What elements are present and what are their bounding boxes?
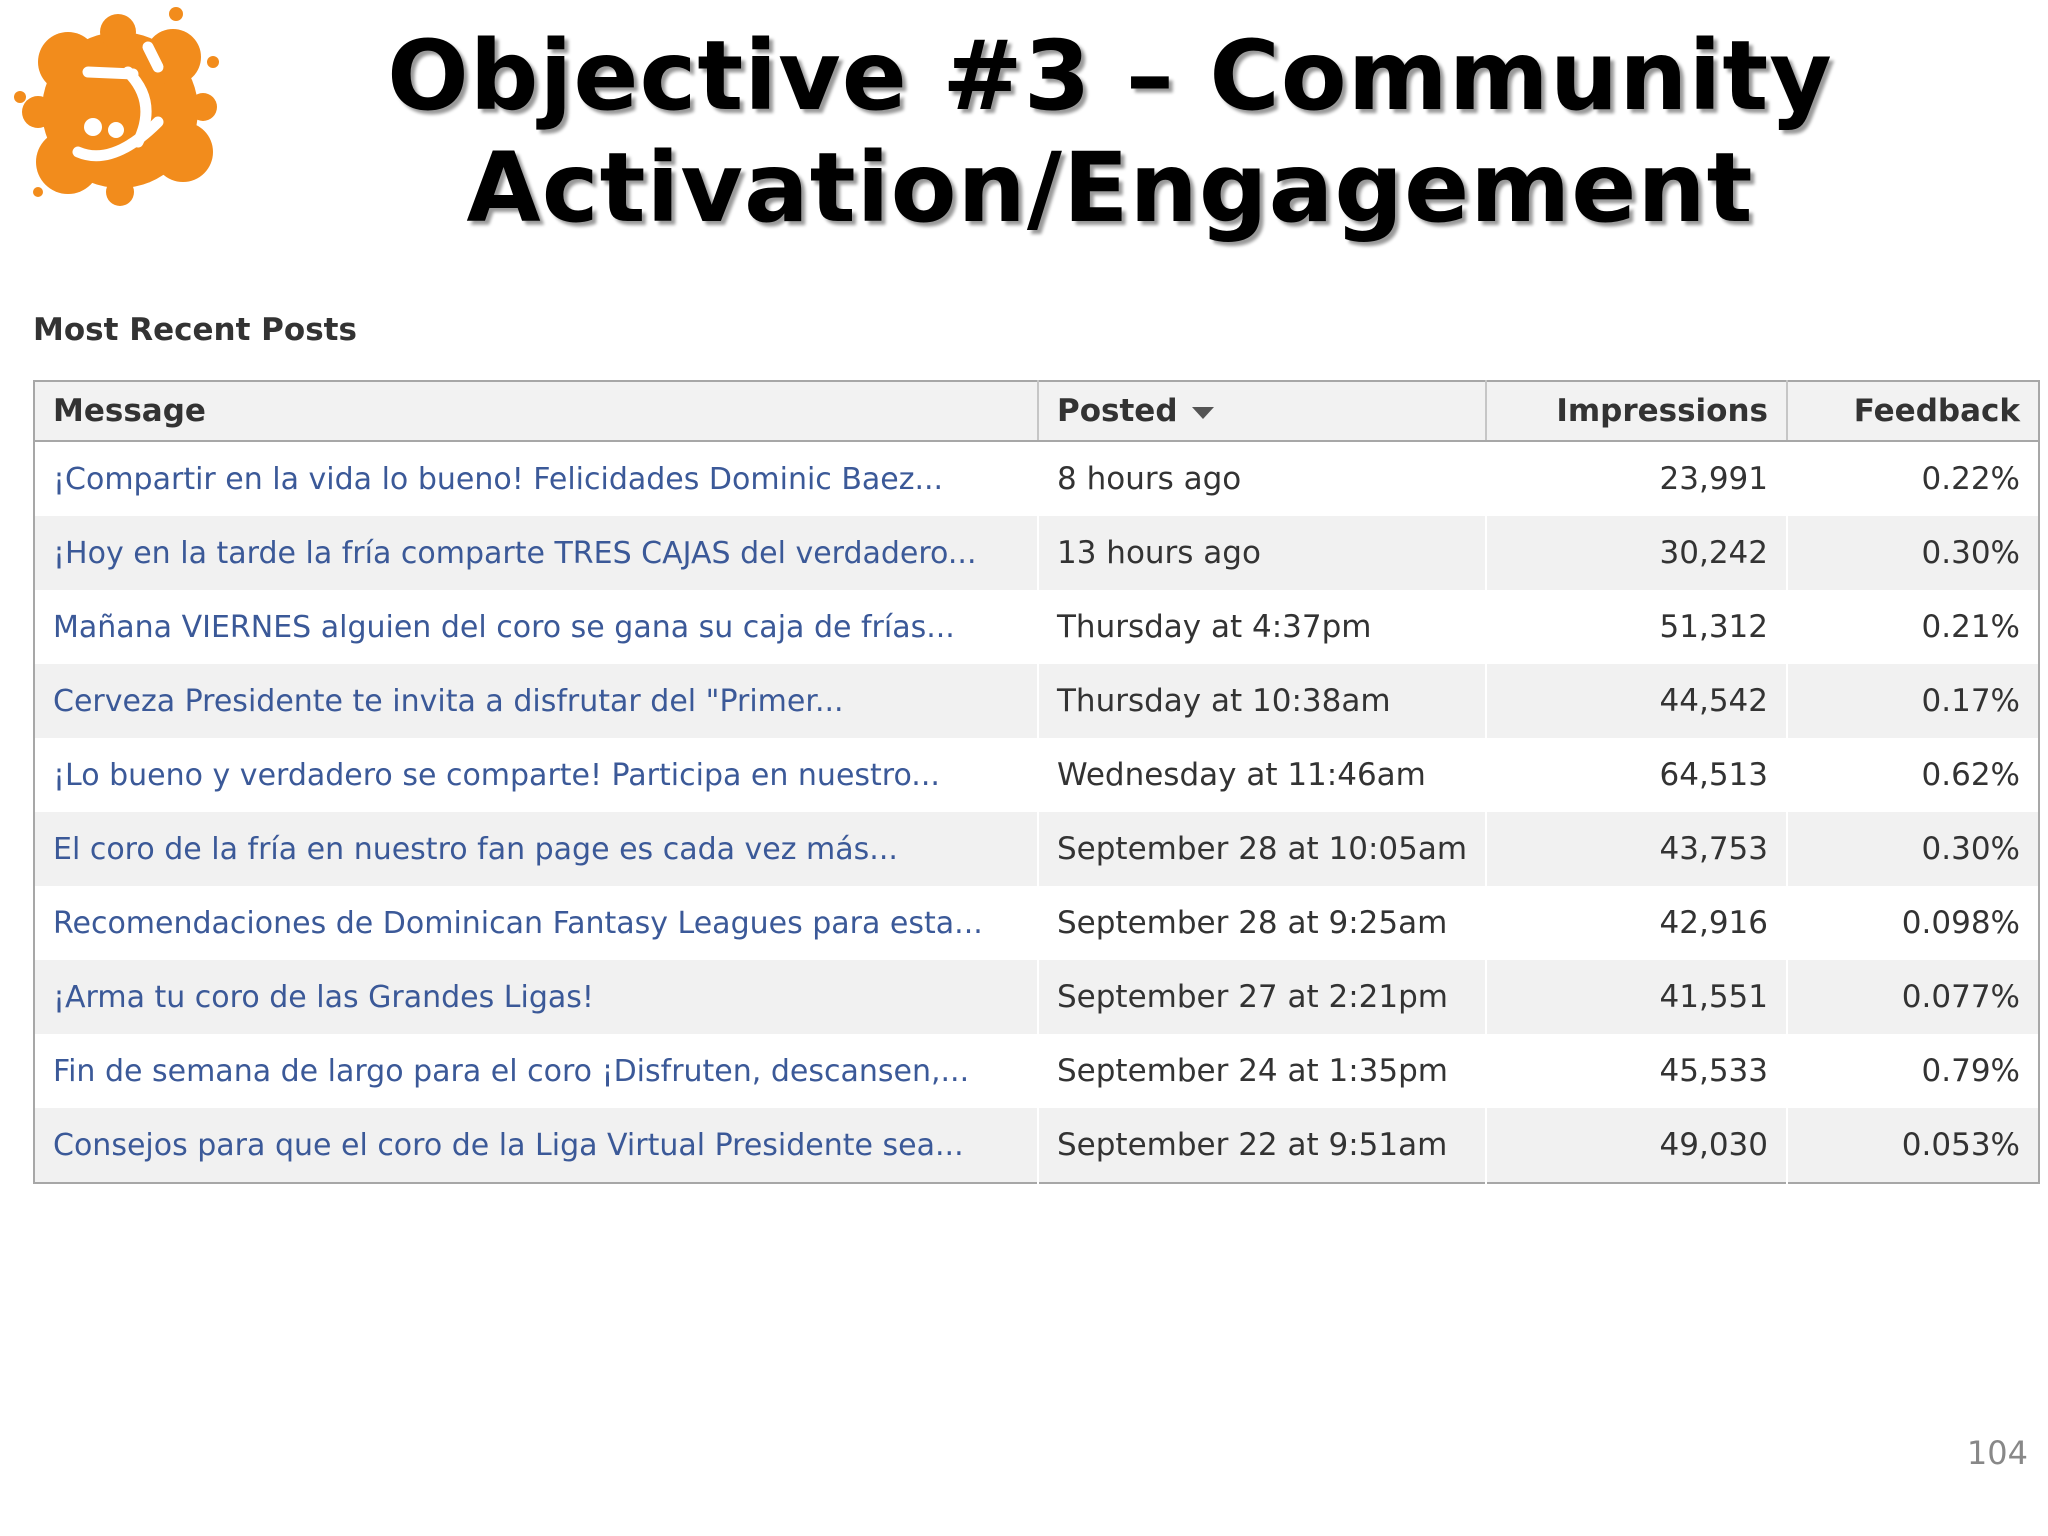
feedback-cell: 0.053% [1786, 1108, 2039, 1183]
message-link[interactable]: Consejos para que el coro de la Liga Vir… [34, 1108, 1038, 1183]
message-link[interactable]: Fin de semana de largo para el coro ¡Dis… [34, 1034, 1038, 1108]
posted-cell: Thursday at 4:37pm [1037, 590, 1486, 664]
feedback-cell: 0.17% [1786, 664, 2039, 738]
slide-title-line-1: Objective #3 – Community [387, 20, 1833, 132]
impressions-cell: 43,753 [1485, 812, 1787, 886]
impressions-cell: 30,242 [1485, 516, 1787, 590]
message-link[interactable]: Cerveza Presidente te invita a disfrutar… [34, 664, 1038, 738]
table-row: ¡Lo bueno y verdadero se comparte! Parti… [34, 738, 2039, 812]
table-row: ¡Arma tu coro de las Grandes Ligas! Septe… [34, 960, 2039, 1034]
impressions-cell: 42,916 [1485, 886, 1787, 960]
table-row: El coro de la fría en nuestro fan page e… [34, 812, 2039, 886]
posted-cell: September 27 at 2:21pm [1037, 960, 1486, 1034]
message-link[interactable]: ¡Compartir en la vida lo bueno! Felicida… [34, 441, 1038, 516]
posts-table: Message Posted Impressions Feedback ¡Com… [33, 380, 2040, 1184]
posted-cell: Wednesday at 11:46am [1037, 738, 1486, 812]
posted-cell: 8 hours ago [1037, 441, 1486, 516]
column-header-posted-label: Posted [1057, 393, 1178, 429]
message-link[interactable]: ¡Arma tu coro de las Grandes Ligas! [34, 960, 1038, 1034]
posted-cell: 13 hours ago [1037, 516, 1486, 590]
column-header-feedback[interactable]: Feedback [1786, 381, 2039, 442]
posted-cell: September 22 at 9:51am [1037, 1108, 1486, 1183]
message-link[interactable]: Recomendaciones de Dominican Fantasy Lea… [34, 886, 1038, 960]
feedback-cell: 0.077% [1786, 960, 2039, 1034]
impressions-cell: 44,542 [1485, 664, 1787, 738]
section-heading: Most Recent Posts [33, 312, 357, 348]
feedback-cell: 0.30% [1786, 516, 2039, 590]
caret-down-icon [1191, 406, 1214, 419]
message-link[interactable]: ¡Lo bueno y verdadero se comparte! Parti… [34, 738, 1038, 812]
feedback-cell: 0.22% [1786, 441, 2039, 516]
column-header-posted[interactable]: Posted [1037, 381, 1486, 442]
page-number: 104 [1966, 1434, 2028, 1472]
table-row: Mañana VIERNES alguien del coro se gana … [34, 590, 2039, 664]
impressions-cell: 64,513 [1485, 738, 1787, 812]
impressions-cell: 49,030 [1485, 1108, 1787, 1183]
table-header-row: Message Posted Impressions Feedback [34, 381, 2039, 442]
slide-title: Objective #3 – Community Activation/Enga… [360, 20, 1860, 244]
column-header-message[interactable]: Message [34, 381, 1038, 442]
feedback-cell: 0.21% [1786, 590, 2039, 664]
posted-cell: September 24 at 1:35pm [1037, 1034, 1486, 1108]
orange-paint-splash-logo-icon [14, 7, 219, 206]
impressions-cell: 41,551 [1485, 960, 1787, 1034]
feedback-cell: 0.79% [1786, 1034, 2039, 1108]
impressions-cell: 51,312 [1485, 590, 1787, 664]
feedback-cell: 0.30% [1786, 812, 2039, 886]
posted-cell: September 28 at 9:25am [1037, 886, 1486, 960]
table-row: ¡Compartir en la vida lo bueno! Felicida… [34, 441, 2039, 516]
posted-cell: Thursday at 10:38am [1037, 664, 1486, 738]
impressions-cell: 45,533 [1485, 1034, 1787, 1108]
table-row: ¡Hoy en la tarde la fría comparte TRES C… [34, 516, 2039, 590]
table-row: Consejos para que el coro de la Liga Vir… [34, 1108, 2039, 1183]
feedback-cell: 0.098% [1786, 886, 2039, 960]
message-link[interactable]: Mañana VIERNES alguien del coro se gana … [34, 590, 1038, 664]
slide-title-line-2: Activation/Engagement [466, 132, 1754, 244]
table-row: Fin de semana de largo para el coro ¡Dis… [34, 1034, 2039, 1108]
column-header-impressions[interactable]: Impressions [1485, 381, 1787, 442]
impressions-cell: 23,991 [1485, 441, 1787, 516]
message-link[interactable]: El coro de la fría en nuestro fan page e… [34, 812, 1038, 886]
table-row: Cerveza Presidente te invita a disfrutar… [34, 664, 2039, 738]
message-link[interactable]: ¡Hoy en la tarde la fría comparte TRES C… [34, 516, 1038, 590]
feedback-cell: 0.62% [1786, 738, 2039, 812]
posted-cell: September 28 at 10:05am [1037, 812, 1486, 886]
table-row: Recomendaciones de Dominican Fantasy Lea… [34, 886, 2039, 960]
